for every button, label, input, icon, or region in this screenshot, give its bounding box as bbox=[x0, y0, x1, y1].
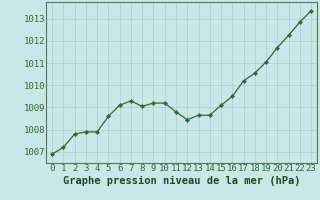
X-axis label: Graphe pression niveau de la mer (hPa): Graphe pression niveau de la mer (hPa) bbox=[63, 176, 300, 186]
